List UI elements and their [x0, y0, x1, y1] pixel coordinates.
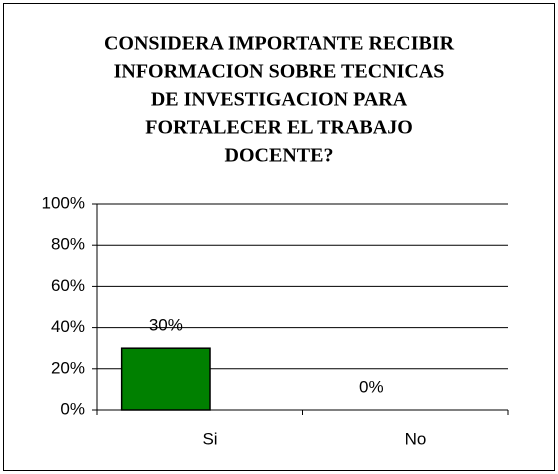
- y-tick-label: 60%: [51, 276, 85, 295]
- chart-title: INFORMACION SOBRE TECNICAS: [114, 61, 445, 83]
- y-tick-label: 80%: [51, 235, 85, 254]
- y-tick-label: 40%: [51, 317, 85, 336]
- y-tick-label: 100%: [42, 193, 85, 212]
- bar: [120, 347, 211, 411]
- chart-title: FORTALECER EL TRABAJO: [145, 117, 413, 139]
- y-tick-label: 0%: [60, 399, 85, 418]
- chart-title: DOCENTE?: [225, 145, 334, 167]
- x-tick-label: No: [405, 429, 427, 448]
- chart-title: DE INVESTIGACION PARA: [151, 89, 408, 111]
- data-label: 0%: [359, 377, 384, 396]
- chart-title: CONSIDERA IMPORTANTE RECIBIR: [104, 33, 455, 55]
- data-label: 30%: [149, 316, 183, 335]
- chart-border: [3, 3, 555, 471]
- y-tick-label: 20%: [51, 358, 85, 377]
- x-tick-label: Si: [202, 429, 217, 448]
